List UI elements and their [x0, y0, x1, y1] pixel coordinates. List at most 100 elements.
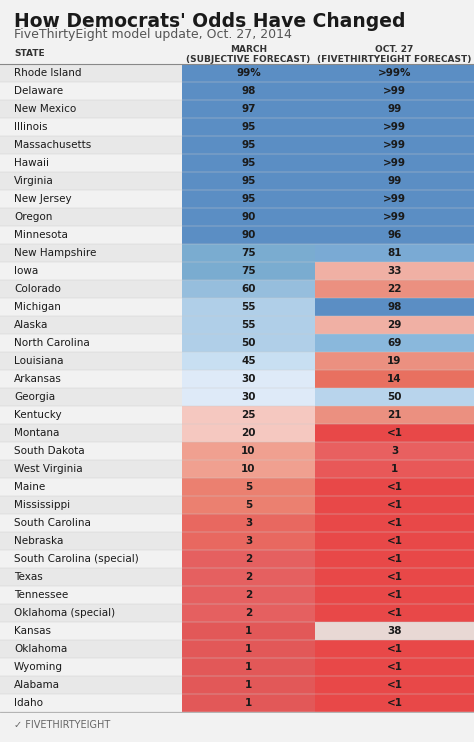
Text: FiveThirtyEight model update, Oct. 27, 2014: FiveThirtyEight model update, Oct. 27, 2…	[14, 28, 292, 41]
Bar	[0, 406, 182, 424]
Bar	[0, 388, 182, 406]
Text: 1: 1	[245, 680, 252, 690]
Bar	[315, 604, 474, 622]
Text: Arkansas: Arkansas	[14, 374, 62, 384]
Text: 55: 55	[241, 320, 256, 330]
Bar	[0, 190, 182, 208]
Bar	[0, 172, 182, 190]
Bar	[0, 604, 182, 622]
Bar	[0, 100, 182, 118]
Bar	[182, 172, 315, 190]
Text: Kentucky: Kentucky	[14, 410, 62, 420]
Text: Maine: Maine	[14, 482, 45, 492]
Text: 1: 1	[391, 464, 398, 474]
Text: <1: <1	[386, 482, 402, 492]
Text: South Carolina: South Carolina	[14, 518, 91, 528]
Bar	[315, 190, 474, 208]
Text: Idaho: Idaho	[14, 698, 43, 708]
Text: >99%: >99%	[378, 68, 411, 78]
Bar	[182, 478, 315, 496]
Bar	[0, 82, 182, 100]
Bar	[182, 208, 315, 226]
Text: 22: 22	[387, 284, 402, 294]
Text: Rhode Island: Rhode Island	[14, 68, 82, 78]
Text: 99: 99	[387, 176, 401, 186]
Bar	[182, 64, 315, 82]
Text: Virginia: Virginia	[14, 176, 54, 186]
Bar	[315, 676, 474, 694]
Bar	[182, 496, 315, 514]
Bar	[182, 460, 315, 478]
Text: North Carolina: North Carolina	[14, 338, 90, 348]
Bar	[0, 514, 182, 532]
Text: 10: 10	[241, 446, 256, 456]
Text: 10: 10	[241, 464, 256, 474]
Bar	[315, 586, 474, 604]
Text: 95: 95	[241, 194, 255, 204]
Text: 2: 2	[245, 608, 252, 618]
Bar	[182, 82, 315, 100]
Bar	[182, 352, 315, 370]
Bar	[315, 388, 474, 406]
Bar	[182, 244, 315, 262]
Bar	[0, 658, 182, 676]
Bar	[0, 694, 182, 712]
Bar	[182, 424, 315, 442]
Text: <1: <1	[386, 518, 402, 528]
Bar	[0, 586, 182, 604]
Text: Alaska: Alaska	[14, 320, 48, 330]
Text: New Mexico: New Mexico	[14, 104, 76, 114]
Text: 25: 25	[241, 410, 256, 420]
Text: <1: <1	[386, 608, 402, 618]
Text: 95: 95	[241, 176, 255, 186]
Bar	[315, 280, 474, 298]
Text: 5: 5	[245, 482, 252, 492]
Text: 98: 98	[387, 302, 401, 312]
Bar	[182, 604, 315, 622]
Bar	[0, 370, 182, 388]
Text: 38: 38	[387, 626, 402, 636]
Text: Nebraska: Nebraska	[14, 536, 64, 546]
Text: <1: <1	[386, 500, 402, 510]
Bar	[0, 154, 182, 172]
Bar	[0, 298, 182, 316]
Text: <1: <1	[386, 536, 402, 546]
Bar	[315, 316, 474, 334]
Text: 55: 55	[241, 302, 256, 312]
Bar	[0, 550, 182, 568]
Text: South Carolina (special): South Carolina (special)	[14, 554, 139, 564]
Text: Montana: Montana	[14, 428, 59, 438]
Bar	[182, 118, 315, 136]
Bar	[315, 370, 474, 388]
Bar	[182, 622, 315, 640]
Text: 95: 95	[241, 158, 255, 168]
Text: 90: 90	[241, 230, 255, 240]
Bar	[315, 244, 474, 262]
Text: South Dakota: South Dakota	[14, 446, 85, 456]
Bar	[315, 424, 474, 442]
Bar	[315, 352, 474, 370]
Text: 3: 3	[391, 446, 398, 456]
Text: 19: 19	[387, 356, 401, 366]
Text: 96: 96	[387, 230, 401, 240]
Bar	[315, 622, 474, 640]
Bar	[182, 388, 315, 406]
Text: STATE: STATE	[14, 50, 45, 59]
Text: 75: 75	[241, 266, 256, 276]
Bar	[315, 442, 474, 460]
Text: 95: 95	[241, 122, 255, 132]
Text: 99%: 99%	[236, 68, 261, 78]
Bar	[182, 190, 315, 208]
Bar	[0, 442, 182, 460]
Text: MARCH
(SUBJECTIVE FORECAST): MARCH (SUBJECTIVE FORECAST)	[186, 45, 310, 65]
Text: Georgia: Georgia	[14, 392, 55, 402]
Text: >99: >99	[383, 158, 406, 168]
Text: 21: 21	[387, 410, 402, 420]
Bar	[182, 280, 315, 298]
Text: 30: 30	[241, 392, 256, 402]
Text: Texas: Texas	[14, 572, 43, 582]
Bar	[182, 532, 315, 550]
Bar	[315, 172, 474, 190]
Text: Minnesota: Minnesota	[14, 230, 68, 240]
Bar	[315, 298, 474, 316]
